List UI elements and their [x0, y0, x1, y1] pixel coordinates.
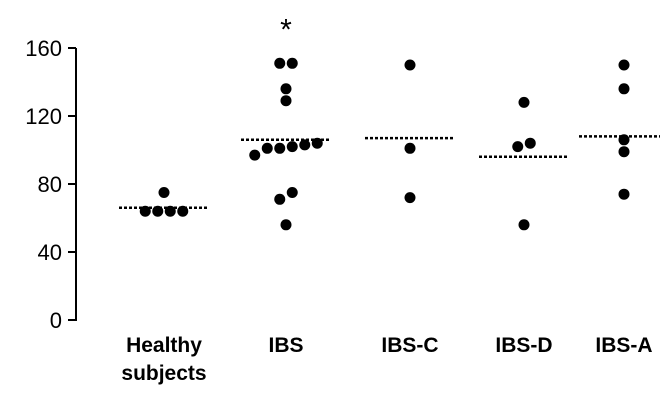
data-point [280, 95, 292, 107]
data-point [404, 192, 416, 204]
data-point [280, 219, 292, 231]
data-point [512, 141, 524, 153]
data-point [299, 139, 311, 151]
data-point [404, 142, 416, 154]
data-point [524, 137, 536, 149]
data-point [152, 205, 164, 217]
mean-lines [119, 135, 660, 210]
data-point [618, 188, 630, 200]
data-point [280, 83, 292, 95]
data-points [139, 57, 630, 231]
data-point [274, 57, 286, 69]
y-tick-label: 120 [25, 104, 62, 129]
data-point [618, 146, 630, 158]
y-tick-label: 160 [25, 36, 62, 61]
category-label: IBS-C [381, 334, 438, 357]
data-point [286, 187, 298, 198]
data-point [177, 205, 189, 217]
y-axis: 0 40 80 120 160 [25, 36, 77, 333]
y-tick-label: 80 [38, 172, 62, 197]
category-label: IBS-A [595, 334, 652, 357]
data-point [518, 96, 530, 108]
data-point [139, 205, 151, 217]
category-labels: Healthy subjects * IBS IBS-C IBS-D IBS-A [121, 13, 652, 385]
data-point [164, 205, 176, 217]
data-point [261, 142, 273, 154]
data-point [158, 187, 170, 198]
significance-marker: * [280, 13, 292, 46]
data-point [311, 137, 323, 149]
y-tick-label: 0 [50, 308, 62, 333]
data-point [518, 219, 530, 231]
data-point [618, 134, 630, 146]
data-point [274, 193, 286, 205]
data-point [249, 149, 261, 161]
category-label: IBS-D [495, 334, 552, 357]
category-label: subjects [121, 362, 206, 385]
category-label: IBS [268, 334, 303, 357]
data-point [618, 59, 630, 71]
data-point [404, 59, 416, 71]
category-label: Healthy [126, 334, 202, 357]
data-point [274, 142, 286, 154]
data-point [286, 57, 298, 69]
data-point [618, 83, 630, 95]
data-point [286, 141, 298, 153]
y-tick-label: 40 [38, 240, 62, 265]
